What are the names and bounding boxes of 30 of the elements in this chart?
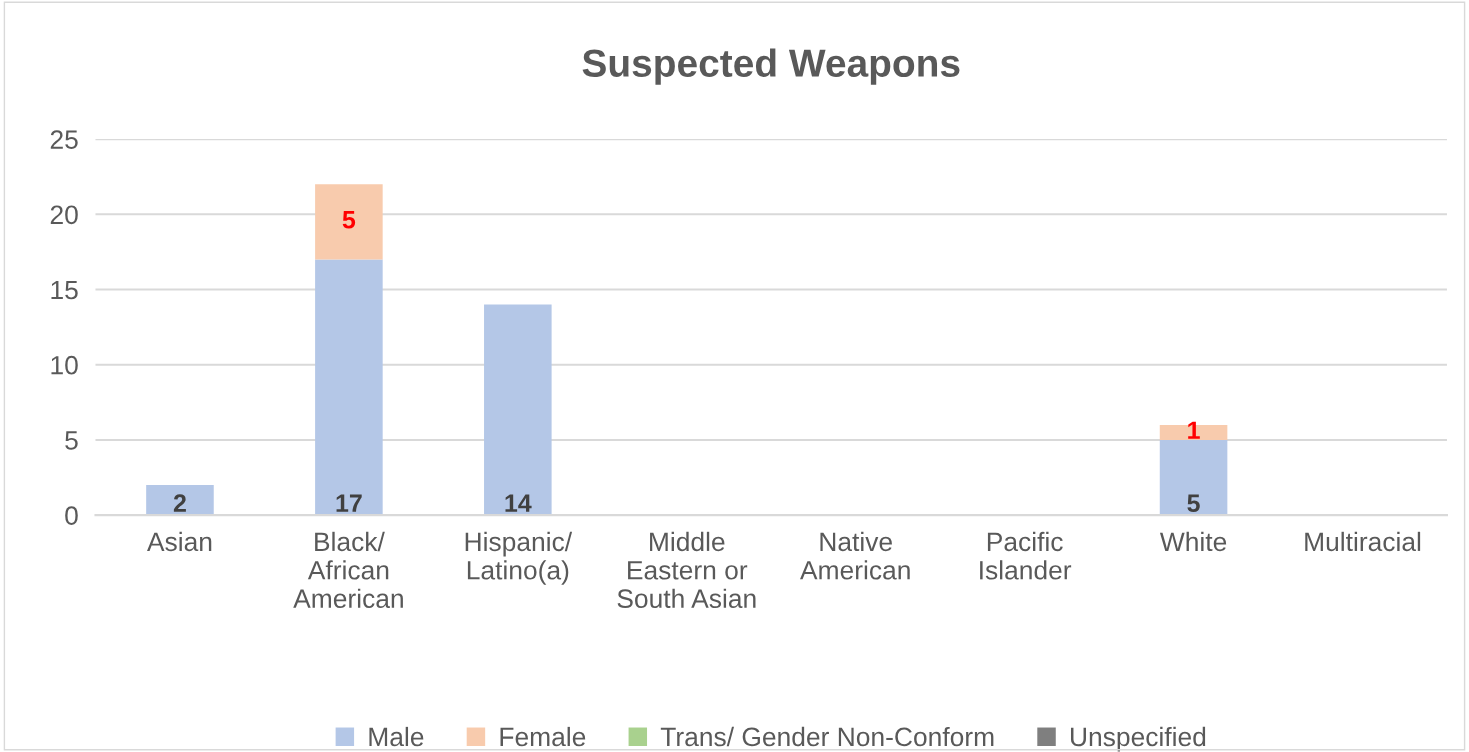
data-label: 17: [336, 494, 362, 512]
x-tick-label: Multiracial: [1305, 531, 1421, 552]
y-tick-label: 10: [51, 355, 78, 375]
bar: [484, 304, 552, 516]
x-tick-label: Asian: [147, 531, 212, 552]
data-label: 5: [342, 211, 356, 229]
x-tick-label: Middle Eastern or South Asian: [617, 531, 756, 609]
bar: [315, 184, 383, 260]
data-label: 14: [505, 494, 532, 512]
legend-label: Unspecified: [1071, 726, 1206, 752]
bar: [1159, 439, 1228, 516]
y-tick-label: 20: [50, 205, 78, 225]
x-tick-label: Hispanic/ Latino(a): [465, 531, 573, 585]
legend-label: Trans/ Gender Non-Conform: [660, 726, 994, 747]
x-tick-label: Pacific Islander: [980, 531, 1072, 580]
bar: [315, 259, 383, 516]
x-tick-label: White: [1159, 531, 1227, 552]
data-label: 2: [173, 494, 186, 512]
y-tick-label: 15: [51, 280, 78, 300]
chart-title: Suspected Weapons: [582, 48, 960, 85]
data-label: 1: [1188, 421, 1200, 439]
y-tick-label: 5: [65, 431, 78, 450]
legend-label: Male: [369, 726, 424, 747]
legend-label: Female: [500, 726, 586, 747]
bar: [146, 485, 214, 516]
y-tick-label: 0: [65, 506, 78, 525]
x-tick-label: Native American: [800, 531, 910, 580]
y-tick-label: 25: [50, 130, 78, 149]
data-label: 5: [1187, 494, 1200, 513]
x-tick-label: Black/ African American: [293, 531, 403, 609]
